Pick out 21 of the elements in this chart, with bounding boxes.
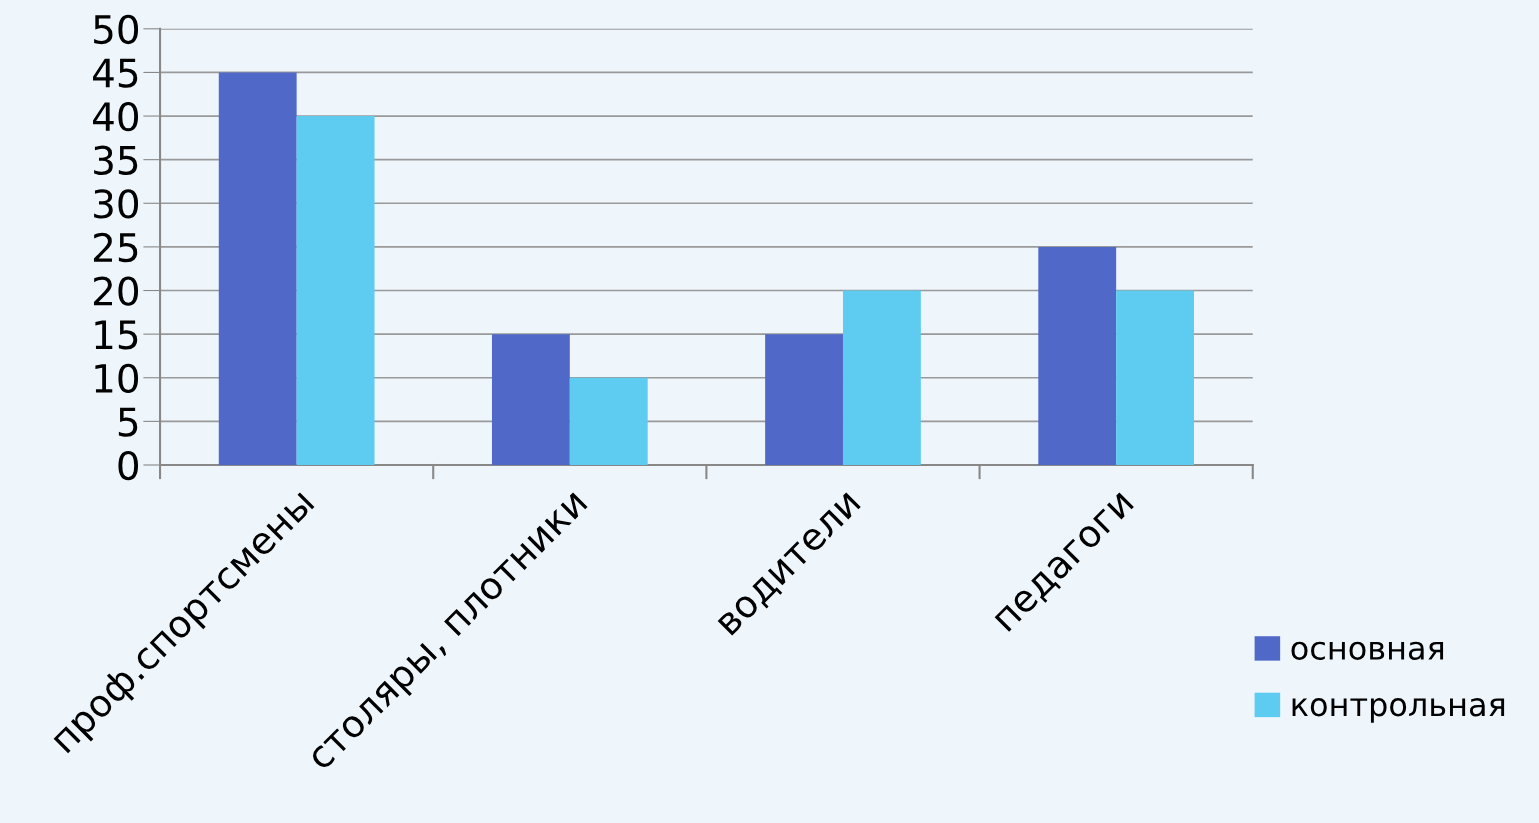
legend-label: контрольная xyxy=(1292,698,1505,723)
y-tick-label: 10 xyxy=(95,363,139,394)
y-tick-label: 20 xyxy=(93,276,139,306)
y-tick-label: 0 xyxy=(118,450,139,481)
y-tick-label: 45 xyxy=(93,58,138,88)
bar xyxy=(842,290,921,465)
y-tick-label: 35 xyxy=(94,145,138,175)
bar xyxy=(765,334,843,465)
y-tick-label: 5 xyxy=(118,407,138,437)
bar xyxy=(491,334,570,465)
legend-label: основная xyxy=(1291,641,1444,660)
bar xyxy=(569,377,648,465)
y-tick-label: 25 xyxy=(93,232,138,263)
y-tick-label: 30 xyxy=(94,189,139,219)
y-tick-label: 50 xyxy=(94,14,139,45)
bar xyxy=(1116,290,1195,465)
y-tick-label: 15 xyxy=(95,320,138,350)
bar xyxy=(1038,246,1117,465)
y-tick-label: 40 xyxy=(93,101,139,132)
bar xyxy=(296,116,375,465)
bar xyxy=(218,72,297,465)
